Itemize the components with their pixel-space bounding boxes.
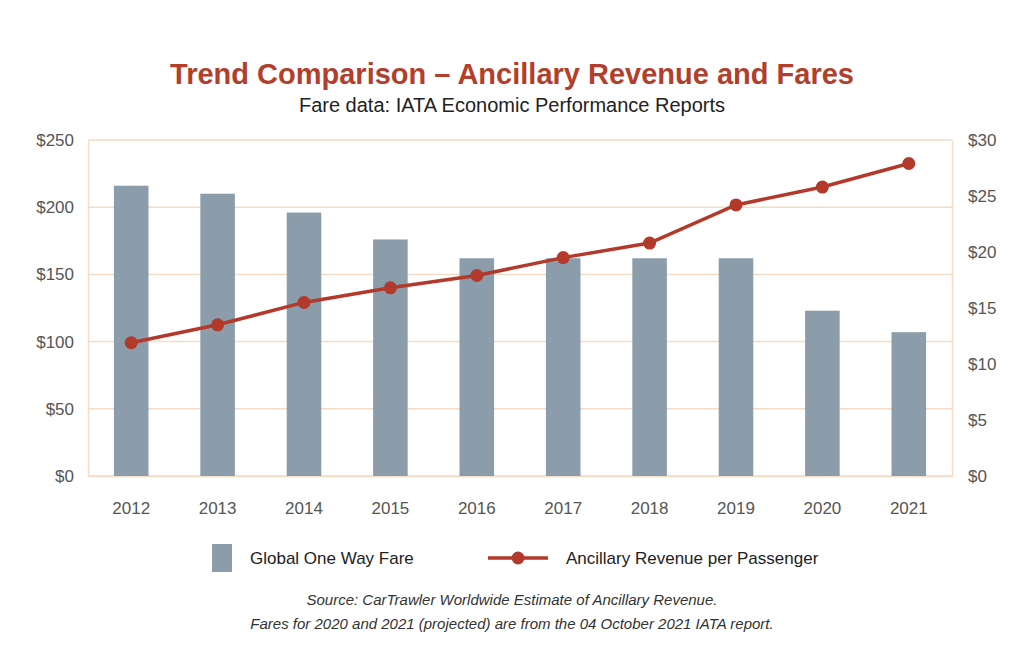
tick-label: $0 xyxy=(55,467,74,486)
line xyxy=(131,164,909,343)
tick: $100 xyxy=(36,333,88,352)
marker xyxy=(211,318,224,331)
bar xyxy=(632,258,667,476)
marker xyxy=(643,237,656,250)
annotation: Source: CarTrawler Worldwide Estimate of… xyxy=(307,591,718,608)
marker xyxy=(298,296,311,309)
chart-subtitle: Fare data: IATA Economic Performance Rep… xyxy=(299,94,725,116)
tick-label: $250 xyxy=(36,131,74,150)
tick: 2015 xyxy=(371,476,409,518)
chart-title: Trend Comparison – Ancillary Revenue and… xyxy=(170,58,854,90)
marker xyxy=(470,269,483,282)
tick-label: $15 xyxy=(968,299,996,318)
bar xyxy=(546,258,581,476)
marker xyxy=(384,281,397,294)
bar xyxy=(719,258,754,476)
axis-line xyxy=(88,141,90,477)
axis-line xyxy=(952,141,954,477)
bar xyxy=(287,213,322,476)
tick-label: $20 xyxy=(968,243,996,262)
tick: 2018 xyxy=(631,476,669,518)
tick: 2021 xyxy=(890,476,928,518)
marker xyxy=(557,251,570,264)
legend: Global One Way Fare Ancillary Revenue per… xyxy=(212,544,819,572)
marker xyxy=(125,336,138,349)
tick: $50 xyxy=(46,400,88,419)
bar xyxy=(805,311,840,476)
tick-label: 2012 xyxy=(112,499,150,518)
tick: $15 xyxy=(952,299,996,318)
tick-label: 2017 xyxy=(544,499,582,518)
tick-label: 2015 xyxy=(371,499,409,518)
legend-swatch xyxy=(212,544,232,572)
tick-label: 2013 xyxy=(199,499,237,518)
tick-label: 2018 xyxy=(631,499,669,518)
tick-label: $100 xyxy=(36,333,74,352)
legend-label: Ancillary Revenue per Passenger xyxy=(566,549,819,568)
tick: $200 xyxy=(36,198,88,217)
tick-label: $150 xyxy=(36,265,74,284)
tick-label: 2016 xyxy=(458,499,496,518)
tick: $250 xyxy=(36,131,88,150)
tick: 2012 xyxy=(112,476,150,518)
chart-root: Trend Comparison – Ancillary Revenue and… xyxy=(0,0,1024,650)
tick: $10 xyxy=(952,355,996,374)
annotation: Fares for 2020 and 2021 (projected) are … xyxy=(250,615,773,632)
grid-line xyxy=(88,139,952,141)
marker xyxy=(902,157,915,170)
tick-label: $50 xyxy=(46,400,74,419)
tick: 2020 xyxy=(803,476,841,518)
tick-label: 2020 xyxy=(803,499,841,518)
tick: $0 xyxy=(55,467,88,486)
bar xyxy=(892,332,927,476)
tick: 2016 xyxy=(458,476,496,518)
bar xyxy=(460,258,495,476)
tick-label: 2021 xyxy=(890,499,928,518)
tick: $150 xyxy=(36,265,88,284)
tick: $20 xyxy=(952,243,996,262)
tick-label: $0 xyxy=(968,467,987,486)
tick-label: $10 xyxy=(968,355,996,374)
y-axis: $0 $50 $100 $150 $200 $250 xyxy=(36,131,88,486)
legend-item: Ancillary Revenue per Passenger xyxy=(488,549,819,568)
tick-label: $5 xyxy=(968,411,987,430)
tick: $5 xyxy=(952,411,987,430)
tick: $30 xyxy=(952,131,996,150)
tick: 2019 xyxy=(717,476,755,518)
tick-label: $200 xyxy=(36,198,74,217)
x-axis: 2012 2013 2014 2015 2016 2017 2018 2019 2020 2021 xyxy=(89,476,953,518)
legend-item: Global One Way Fare xyxy=(212,544,414,572)
line-series xyxy=(125,157,916,349)
tick-label: 2019 xyxy=(717,499,755,518)
bar xyxy=(114,186,149,476)
legend-marker xyxy=(512,552,525,565)
bar xyxy=(200,194,235,476)
tick: 2013 xyxy=(199,476,237,518)
tick: 2017 xyxy=(544,476,582,518)
tick: $0 xyxy=(952,467,987,486)
y2-axis: $0 $5 $10 $15 $20 $25 $30 xyxy=(952,131,996,486)
tick-label: $30 xyxy=(968,131,996,150)
tick: 2014 xyxy=(285,476,323,518)
legend-label: Global One Way Fare xyxy=(250,549,414,568)
tick: $25 xyxy=(952,187,996,206)
marker xyxy=(816,181,829,194)
plot-area xyxy=(114,157,926,476)
bar-series xyxy=(114,186,926,476)
tick-label: 2014 xyxy=(285,499,323,518)
bar xyxy=(373,239,408,476)
marker xyxy=(730,198,743,211)
grid xyxy=(88,140,952,476)
tick-label: $25 xyxy=(968,187,996,206)
